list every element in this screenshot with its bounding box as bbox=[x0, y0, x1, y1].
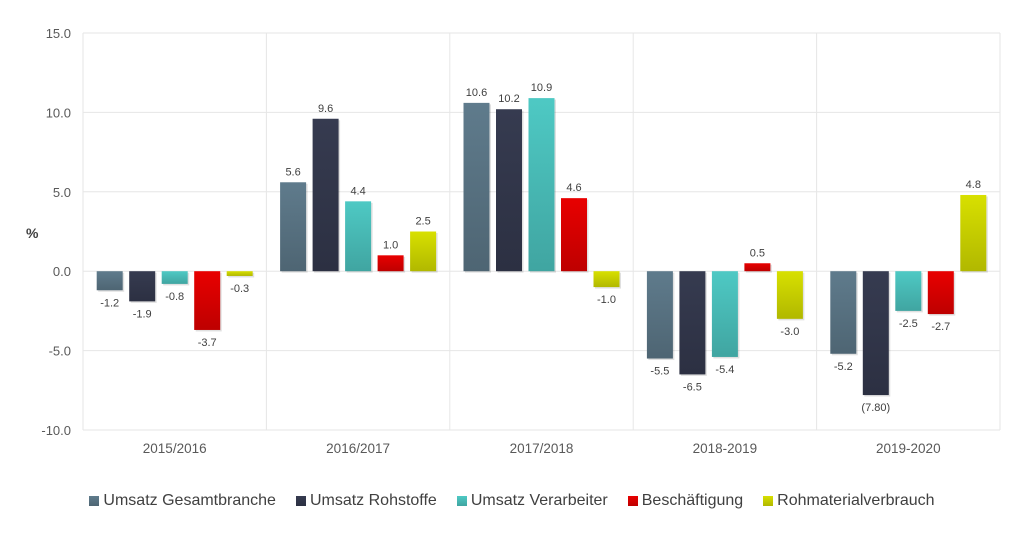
legend-item: Beschäftigung bbox=[627, 492, 744, 510]
legend-swatch bbox=[295, 496, 306, 506]
bar-besch-ftigung-0 bbox=[194, 271, 221, 330]
legend-label: Rohmaterialverbrauch bbox=[777, 492, 935, 509]
bars bbox=[96, 98, 988, 397]
bar-umsatz-verarbeiter-0 bbox=[161, 271, 188, 284]
data-label: 4.8 bbox=[966, 179, 981, 191]
y-tick-label: -5.0 bbox=[49, 344, 71, 359]
bar-umsatz-verarbeiter-2 bbox=[528, 98, 555, 272]
legend-swatch bbox=[627, 496, 638, 506]
bar-rohmaterialverbrauch-4 bbox=[960, 194, 987, 272]
data-label: 10.2 bbox=[498, 93, 519, 105]
legend-swatch bbox=[456, 496, 467, 506]
bar-umsatz-rohstoffe-4 bbox=[862, 271, 889, 396]
data-label: 2.5 bbox=[415, 216, 430, 228]
data-label: -2.5 bbox=[899, 318, 918, 330]
legend-swatch bbox=[763, 496, 774, 506]
legend-item: Umsatz Rohstoffe bbox=[295, 492, 437, 510]
bar-umsatz-gesamtbranche-3 bbox=[646, 271, 673, 359]
bar-umsatz-verarbeiter-1 bbox=[345, 201, 372, 272]
data-label: -1.9 bbox=[133, 308, 152, 320]
bar-umsatz-verarbeiter-4 bbox=[895, 271, 922, 311]
y-tick-label: 0.0 bbox=[53, 264, 71, 279]
bar-umsatz-rohstoffe-0 bbox=[129, 271, 156, 302]
y-tick-label: -10.0 bbox=[41, 423, 71, 438]
legend-item: Rohmaterialverbrauch bbox=[763, 492, 935, 510]
data-label: 4.4 bbox=[350, 185, 365, 197]
legend-swatch bbox=[89, 496, 100, 506]
y-axis-label: % bbox=[26, 225, 39, 241]
x-tick-label: 2015/2016 bbox=[143, 441, 207, 456]
y-tick-label: 10.0 bbox=[46, 105, 71, 120]
bar-besch-ftigung-1 bbox=[377, 255, 404, 272]
bar-umsatz-rohstoffe-2 bbox=[496, 109, 522, 272]
bar-rohmaterialverbrauch-2 bbox=[593, 271, 620, 288]
data-label: -5.4 bbox=[715, 364, 734, 376]
data-labels: -1.2 -1.9 -0.8 -3.7 -0.3 5.6 9.6 4.4 1.0 2.5 10.6 1… bbox=[100, 82, 981, 414]
data-label: 4.6 bbox=[566, 182, 581, 194]
data-label: -0.3 bbox=[230, 283, 249, 295]
bar-rohmaterialverbrauch-1 bbox=[410, 231, 437, 272]
legend-label: Umsatz Rohstoffe bbox=[309, 492, 437, 509]
bar-umsatz-verarbeiter-3 bbox=[711, 271, 738, 357]
bar-rohmaterialverbrauch-3 bbox=[776, 271, 803, 319]
data-label: -6.5 bbox=[683, 381, 702, 393]
data-label: -1.0 bbox=[597, 294, 616, 306]
legend-label: Umsatz Verarbeiter bbox=[470, 492, 608, 509]
bar-rohmaterialverbrauch-0 bbox=[226, 271, 253, 276]
data-label: -5.2 bbox=[834, 361, 853, 373]
legend-item: Umsatz Gesamtbranche bbox=[89, 492, 276, 510]
x-tick-label: 2019-2020 bbox=[876, 441, 941, 456]
x-tick-label: 2016/2017 bbox=[326, 441, 390, 456]
x-axis-ticks: 2015/2016 2016/2017 2017/2018 2018-2019 2019… bbox=[143, 441, 941, 456]
data-label: 10.9 bbox=[531, 82, 552, 94]
bar-besch-ftigung-4 bbox=[927, 271, 954, 315]
legend-item: Umsatz Verarbeiter bbox=[456, 492, 608, 510]
data-label: 10.6 bbox=[466, 87, 487, 99]
data-label: -5.5 bbox=[650, 366, 669, 378]
data-label: 0.5 bbox=[750, 247, 765, 259]
bar-umsatz-rohstoffe-3 bbox=[679, 271, 706, 375]
bar-umsatz-gesamtbranche-0 bbox=[96, 271, 123, 291]
bar-besch-ftigung-2 bbox=[561, 198, 587, 272]
bar-umsatz-gesamtbranche-2 bbox=[463, 102, 490, 272]
data-label: -0.8 bbox=[165, 291, 184, 303]
data-label: -1.2 bbox=[100, 297, 119, 309]
legend-label: Beschäftigung bbox=[641, 492, 744, 509]
x-tick-label: 2017/2018 bbox=[510, 441, 574, 456]
y-axis-ticks: 15.0 10.0 5.0 0.0 -5.0 -10.0 bbox=[41, 26, 71, 438]
bar-umsatz-gesamtbranche-1 bbox=[280, 182, 307, 272]
data-label: (7.80) bbox=[861, 402, 890, 414]
bar-umsatz-rohstoffe-1 bbox=[312, 118, 339, 272]
x-tick-label: 2018-2019 bbox=[693, 441, 758, 456]
legend-label: Umsatz Gesamtbranche bbox=[103, 492, 276, 509]
bar-umsatz-gesamtbranche-4 bbox=[830, 271, 857, 354]
data-label: 9.6 bbox=[318, 103, 333, 115]
y-tick-label: 15.0 bbox=[46, 26, 71, 41]
data-label: -3.7 bbox=[198, 337, 217, 349]
legend: Umsatz Gesamtbranche Umsatz Rohstoffe Umsa… bbox=[0, 492, 1024, 510]
data-label: 5.6 bbox=[285, 166, 300, 178]
data-label: 1.0 bbox=[383, 239, 398, 251]
bar-besch-ftigung-3 bbox=[744, 263, 771, 272]
data-label: -2.7 bbox=[931, 321, 950, 333]
y-tick-label: 5.0 bbox=[53, 185, 71, 200]
data-label: -3.0 bbox=[780, 326, 799, 338]
